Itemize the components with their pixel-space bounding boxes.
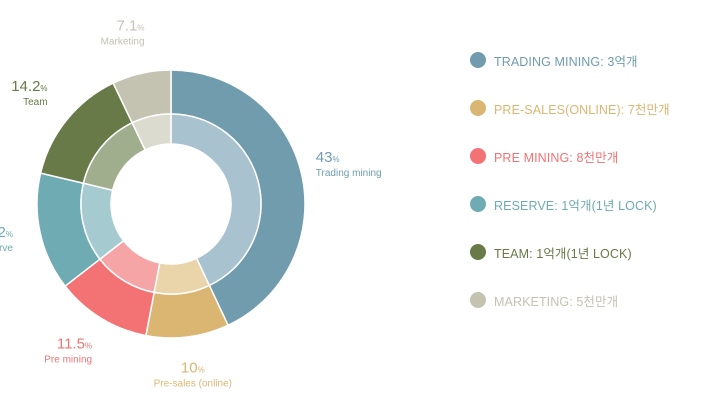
legend-item-pre-mining: PRE MINING: 8천만개 <box>470 144 715 168</box>
slice-value-label-pre-mining: 11.5% <box>57 335 92 352</box>
legend-swatch <box>470 244 486 260</box>
legend-label: MARKETING: 5천만개 <box>494 294 619 309</box>
legend-swatch <box>470 148 486 164</box>
legend-label: PRE-SALES(ONLINE): 7천만개 <box>494 102 670 117</box>
slice-inner-trading-mining <box>170 113 262 287</box>
legend-item-trading-mining: TRADING MINING: 3억개 <box>470 48 715 72</box>
legend-item-team: TEAM: 1억개(1년 LOCK) <box>470 240 715 264</box>
legend-swatch <box>470 100 486 116</box>
slice-name-label-reserve: Reserve <box>0 243 13 254</box>
donut-chart: 43% Trading mining 10% Pre-sales (online) 11… <box>0 17 382 389</box>
legend-item-reserve: RESERVE: 1억개(1년 LOCK) <box>470 192 715 216</box>
slice-value-label-trading-mining: 43% <box>316 149 340 166</box>
legend-item-marketing: MARKETING: 5천만개 <box>470 288 715 312</box>
donut-slices <box>36 69 306 339</box>
legend-label: TEAM: 1억개(1년 LOCK) <box>494 246 632 261</box>
legend-swatch <box>470 52 486 68</box>
slice-value-label-team: 14.2% <box>11 78 47 95</box>
legend-swatch <box>470 196 486 212</box>
legend-label: TRADING MINING: 3억개 <box>494 54 638 69</box>
chart-legend: TRADING MINING: 3억개 PRE-SALES(ONLINE): 7천… <box>470 48 715 336</box>
legend-label: PRE MINING: 8천만개 <box>494 150 619 165</box>
slice-name-label-team: Team <box>23 97 47 108</box>
slice-inner-marketing <box>131 113 172 151</box>
slice-labels: 43% Trading mining 10% Pre-sales (online) 11… <box>0 17 382 389</box>
legend-label: RESERVE: 1억개(1년 LOCK) <box>494 198 657 213</box>
slice-name-label-pre-mining: Pre mining <box>44 354 92 365</box>
slice-value-label-marketing: 7.1% <box>117 17 145 34</box>
legend-item-pre-sales-online: PRE-SALES(ONLINE): 7천만개 <box>470 96 715 120</box>
slice-value-label-pre-sales-online: 10% <box>181 360 205 377</box>
slice-name-label-pre-sales-online: Pre-sales (online) <box>154 379 232 390</box>
slice-value-label-reserve: 14.2% <box>0 224 13 241</box>
legend-swatch <box>470 292 486 308</box>
slice-name-label-marketing: Marketing <box>101 36 145 47</box>
slice-name-label-trading-mining: Trading mining <box>316 168 382 179</box>
